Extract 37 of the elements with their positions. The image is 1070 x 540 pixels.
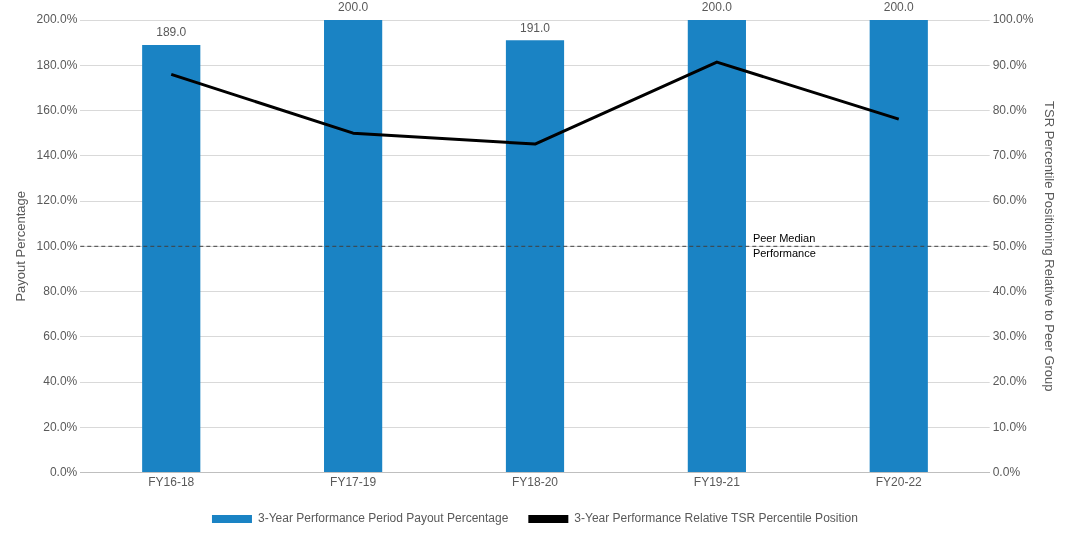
y-tick-label: 100.0% [36,238,78,253]
data-label: 189.0 [156,25,187,40]
y-tick-label: 0.0% [49,464,78,479]
x-tick-label: FY18-20 [511,475,559,490]
y2-tick-label: 70.0% [992,148,1028,163]
y2-tick-label: 90.0% [992,57,1028,72]
y-tick-label: 120.0% [36,193,78,208]
y2-tick-label: 40.0% [992,283,1028,298]
y-tick-label: 60.0% [43,329,78,344]
y2-tick-label: 60.0% [992,193,1028,208]
y-tick-label: 80.0% [43,283,78,298]
y2-tick-label: 100.0% [992,12,1034,27]
y2-tick-label: 10.0% [992,419,1028,434]
data-label: 200.0 [883,0,915,15]
y2-tick-label: 80.0% [992,102,1028,117]
y-tick-label: 20.0% [43,419,78,434]
x-tick-label: FY16-18 [148,475,195,490]
y2-tick-label: 0.0% [992,464,1021,479]
y2-tick-label: 30.0% [992,329,1028,344]
x-tick-label: FY20-22 [875,475,923,490]
y2-axis-title: TSR Percentile Positioning Relative to Peer Group [1041,101,1057,392]
ref-line-label: Peer Median Performance [752,231,816,259]
y-tick-label: 160.0% [36,102,78,117]
x-tick-label: FY17-19 [330,475,377,490]
data-label: 200.0 [338,0,369,15]
x-tick-label: FY19-21 [693,475,741,490]
y-tick-label: 180.0% [36,57,78,72]
legend-label: 3-Year Performance Period Payout Percentage [257,511,509,526]
y2-tick-label: 20.0% [992,374,1028,389]
data-label: 200.0 [701,0,733,15]
y-tick-label: 40.0% [43,374,78,389]
y2-tick-label: 50.0% [992,238,1028,253]
y-axis-title: Payout Percentage [13,191,29,302]
y-tick-label: 200.0% [36,12,78,27]
data-label: 191.0 [519,20,551,35]
y-tick-label: 140.0% [36,148,78,163]
legend-label: 3-Year Performance Relative TSR Percentile Position [574,511,858,526]
